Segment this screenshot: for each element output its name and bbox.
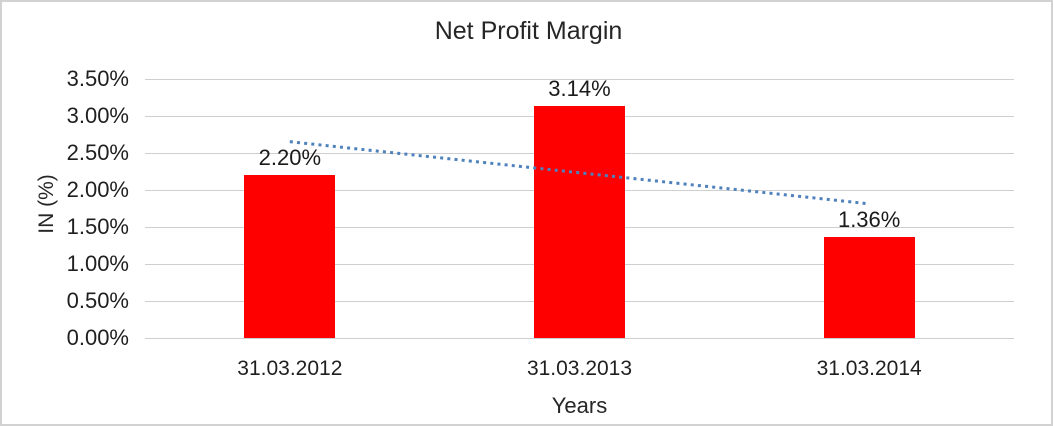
bar-value-label: 2.20% xyxy=(258,145,322,171)
x-tick-label: 31.03.2013 xyxy=(526,357,633,380)
bar xyxy=(244,175,336,338)
bar xyxy=(534,105,625,338)
x-tick-label: 31.03.2012 xyxy=(237,357,343,380)
bar-value-label: 1.36% xyxy=(837,207,901,233)
y-tick-label: 0.00% xyxy=(66,325,129,350)
y-tick-label: 1.00% xyxy=(66,251,129,276)
bar xyxy=(823,237,915,338)
chart-title: Net Profit Margin xyxy=(434,17,623,45)
y-tick-label: 0.50% xyxy=(66,288,129,313)
x-axis-title: Years xyxy=(551,393,608,418)
y-tick-label: 3.00% xyxy=(66,103,129,128)
y-tick-label: 1.50% xyxy=(66,214,129,239)
gridline xyxy=(145,79,1014,80)
x-tick-label: 31.03.2014 xyxy=(816,357,922,380)
y-tick-label: 2.00% xyxy=(66,177,129,202)
y-tick-label: 2.50% xyxy=(66,140,129,165)
gridline xyxy=(145,338,1014,339)
bar-value-label: 3.14% xyxy=(548,75,611,101)
y-tick-label: 3.50% xyxy=(66,66,129,91)
